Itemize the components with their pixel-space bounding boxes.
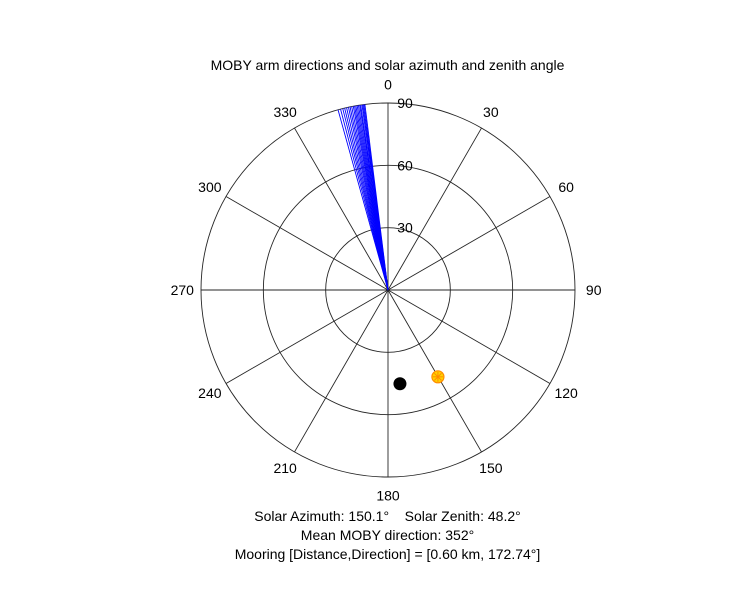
mean-direction-caption: Mean MOBY direction: 352° [300, 527, 475, 543]
tick-labels: 0 30 60 90 120 150 180 210 240 270 300 330 30 60 90 [171, 76, 602, 503]
theta-tick-label: 150 [479, 460, 503, 476]
theta-tick-label: 210 [273, 460, 297, 476]
grid-spoke-300 [225, 196, 389, 291]
r-tick-label: 90 [397, 95, 413, 111]
moby-arm-line [364, 104, 389, 291]
plot-series [337, 104, 445, 391]
theta-tick-label: 30 [483, 104, 499, 120]
sun-ray [434, 376, 439, 381]
r-tick-label: 60 [397, 157, 413, 173]
grid-spoke-30 [387, 127, 482, 291]
polar-grid [200, 102, 576, 478]
grid-spoke-60 [387, 196, 551, 291]
sun-ray [434, 372, 439, 378]
theta-tick-label: 180 [376, 488, 400, 504]
r-tick-label: 30 [397, 220, 413, 236]
grid-spoke-240 [225, 289, 389, 384]
mooring-caption: Mooring [Distance,Direction] = [0.60 km,… [234, 546, 541, 562]
theta-tick-label: 90 [586, 282, 602, 298]
grid-spoke-120 [387, 289, 551, 384]
grid-spoke-330 [294, 127, 389, 291]
theta-tick-label: 300 [198, 179, 222, 195]
sun-ray [437, 372, 442, 378]
chart-title: MOBY arm directions and solar azimuth an… [210, 57, 565, 73]
theta-tick-label: 240 [198, 385, 222, 401]
theta-tick-label: 330 [273, 104, 297, 120]
mooring-marker [393, 377, 407, 391]
theta-tick-label: 270 [171, 282, 195, 298]
solar-caption: Solar Azimuth: 150.1° Solar Zenith: 48.2… [254, 508, 521, 524]
theta-tick-label: 120 [554, 385, 578, 401]
theta-tick-label: 60 [558, 179, 574, 195]
grid-spoke-150 [387, 289, 482, 453]
grid-spoke-210 [294, 289, 389, 453]
theta-tick-label: 0 [384, 76, 392, 92]
sun-ray [437, 376, 442, 381]
